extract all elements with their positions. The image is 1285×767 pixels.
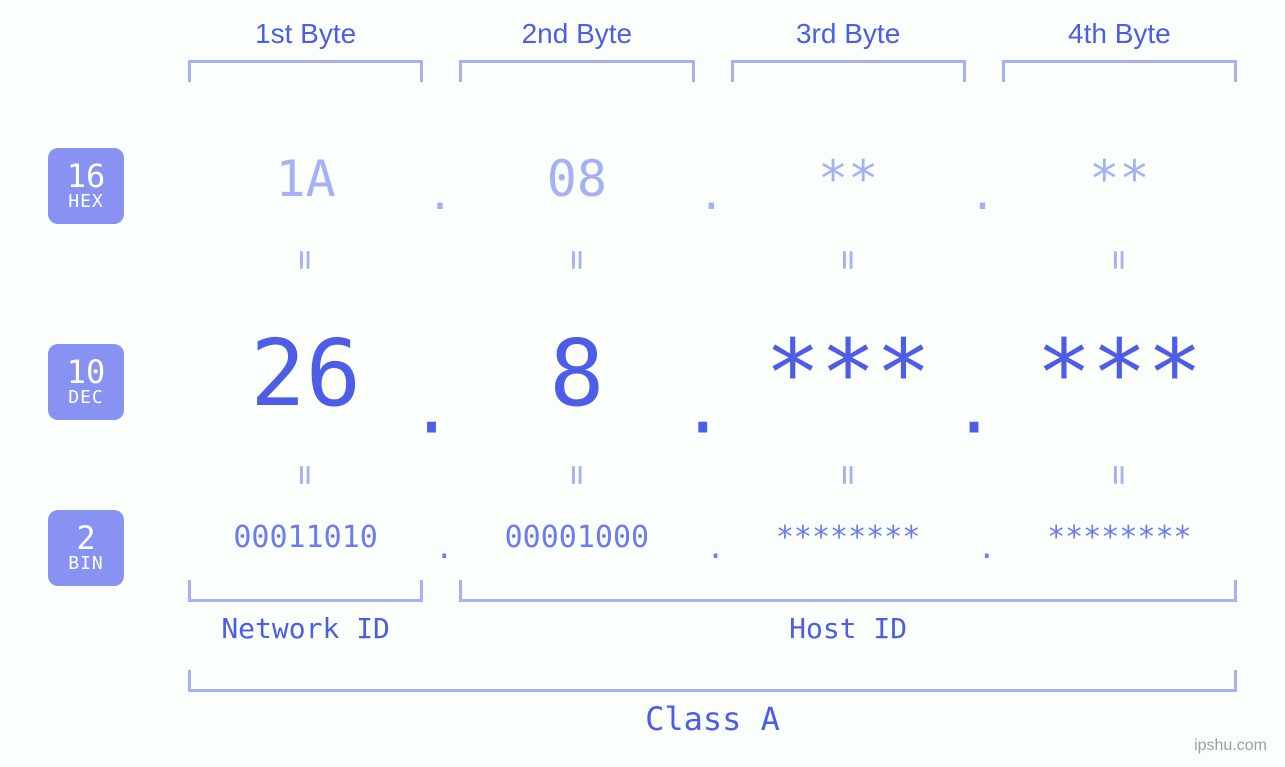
byte-label-4: 4th Byte bbox=[984, 18, 1255, 50]
dec-cell-3: *** . bbox=[713, 320, 984, 427]
byte-col-4: 4th Byte bbox=[984, 18, 1255, 82]
byte-col-3: 3rd Byte bbox=[713, 18, 984, 82]
network-id-col: Network ID bbox=[170, 580, 441, 645]
eq2-4: = bbox=[984, 455, 1255, 495]
host-id-bracket bbox=[459, 580, 1237, 602]
badge-dec-num: 10 bbox=[48, 356, 124, 390]
badge-bin: 2 BIN bbox=[48, 510, 124, 586]
dec-cell-1: 26 . bbox=[170, 320, 441, 427]
network-id-label: Network ID bbox=[170, 612, 441, 645]
bin-row: 00011010 . 00001000 . ******** . *******… bbox=[170, 520, 1255, 555]
hex-val-2: 08 bbox=[547, 150, 607, 208]
byte-bracket-3 bbox=[731, 60, 966, 82]
badge-dec-abbr: DEC bbox=[48, 389, 124, 408]
network-id-bracket bbox=[188, 580, 423, 602]
class-bracket bbox=[188, 670, 1237, 692]
badge-dec: 10 DEC bbox=[48, 344, 124, 420]
badge-hex-num: 16 bbox=[48, 160, 124, 194]
network-host-wrap: Network ID Host ID bbox=[170, 580, 1255, 645]
byte-bracket-2 bbox=[459, 60, 694, 82]
bin-val-3: ******** bbox=[776, 520, 921, 555]
hex-val-3: ** bbox=[818, 150, 878, 208]
equals-row-2: = = = = bbox=[170, 455, 1255, 495]
hex-cell-1: 1A . bbox=[170, 150, 441, 208]
badge-hex-abbr: HEX bbox=[48, 193, 124, 212]
byte-bracket-4 bbox=[1002, 60, 1237, 82]
byte-headers: 1st Byte 2nd Byte 3rd Byte 4th Byte bbox=[170, 18, 1255, 82]
hex-val-1: 1A bbox=[276, 150, 336, 208]
watermark: ipshu.com bbox=[1194, 737, 1267, 755]
hex-val-4: ** bbox=[1089, 150, 1149, 208]
byte-col-2: 2nd Byte bbox=[441, 18, 712, 82]
byte-label-2: 2nd Byte bbox=[441, 18, 712, 50]
byte-col-1: 1st Byte bbox=[170, 18, 441, 82]
dec-val-1: 26 bbox=[250, 320, 361, 427]
host-id-label: Host ID bbox=[441, 612, 1255, 645]
dec-row: 26 . 8 . *** . *** bbox=[170, 320, 1255, 427]
dec-val-4: *** bbox=[1036, 320, 1202, 427]
hex-cell-2: 08 . bbox=[441, 150, 712, 208]
host-id-col: Host ID bbox=[441, 580, 1255, 645]
eq1-4: = bbox=[984, 240, 1255, 280]
dec-cell-2: 8 . bbox=[441, 320, 712, 427]
eq1-2: = bbox=[441, 240, 712, 280]
byte-label-3: 3rd Byte bbox=[713, 18, 984, 50]
equals-row-1: = = = = bbox=[170, 240, 1255, 280]
dec-cell-4: *** bbox=[984, 320, 1255, 427]
eq1-3: = bbox=[713, 240, 984, 280]
eq2-3: = bbox=[713, 455, 984, 495]
bin-cell-3: ******** . bbox=[713, 520, 984, 555]
hex-row: 1A . 08 . ** . ** bbox=[170, 150, 1255, 208]
byte-bracket-1 bbox=[188, 60, 423, 82]
badge-bin-abbr: BIN bbox=[48, 555, 124, 574]
badge-bin-num: 2 bbox=[48, 522, 124, 556]
hex-cell-3: ** . bbox=[713, 150, 984, 208]
badge-hex: 16 HEX bbox=[48, 148, 124, 224]
class-wrap: Class A bbox=[170, 670, 1255, 738]
dec-val-3: *** bbox=[765, 320, 931, 427]
bin-val-4: ******** bbox=[1047, 520, 1192, 555]
bin-cell-2: 00001000 . bbox=[441, 520, 712, 555]
bin-val-1: 00011010 bbox=[233, 520, 378, 555]
eq2-1: = bbox=[170, 455, 441, 495]
eq1-1: = bbox=[170, 240, 441, 280]
bin-cell-4: ******** bbox=[984, 520, 1255, 555]
hex-cell-4: ** bbox=[984, 150, 1255, 208]
byte-label-1: 1st Byte bbox=[170, 18, 441, 50]
bin-val-2: 00001000 bbox=[505, 520, 650, 555]
class-label: Class A bbox=[170, 700, 1255, 738]
dec-val-2: 8 bbox=[549, 320, 604, 427]
bin-cell-1: 00011010 . bbox=[170, 520, 441, 555]
eq2-2: = bbox=[441, 455, 712, 495]
